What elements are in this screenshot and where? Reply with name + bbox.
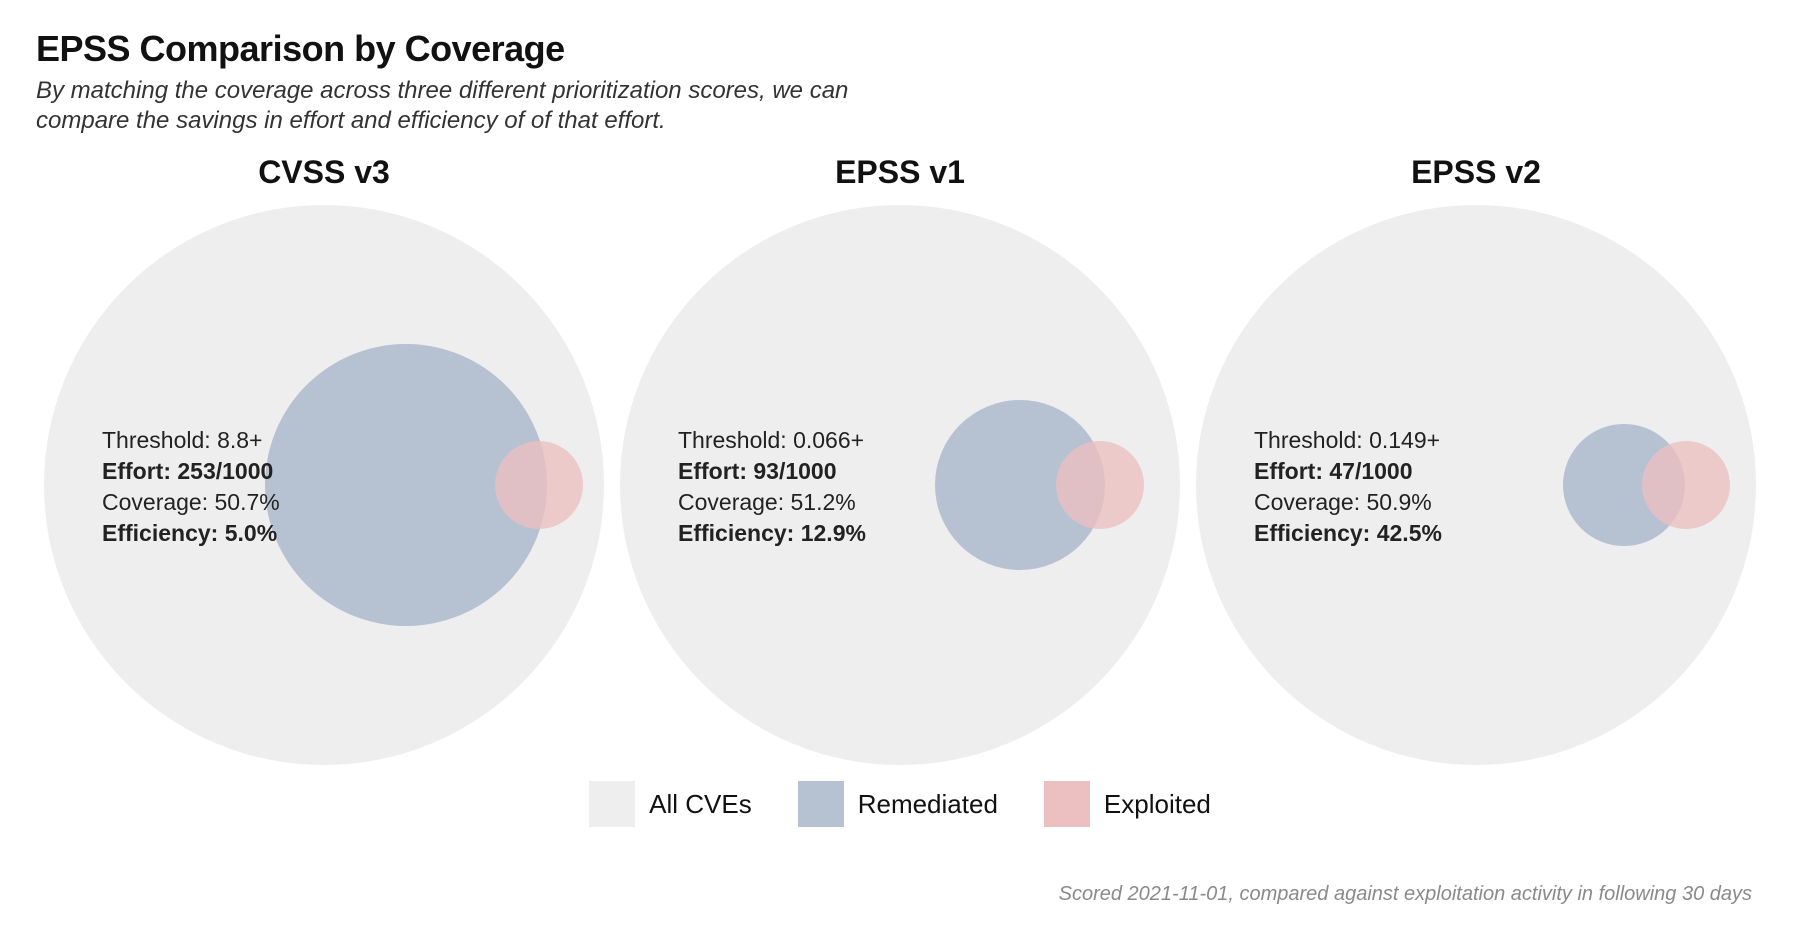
stat-label: Effort: <box>102 458 171 484</box>
stat-label: Coverage: <box>678 489 784 515</box>
legend-remediated-label: Remediated <box>858 789 998 820</box>
page-title: EPSS Comparison by Coverage <box>36 28 1764 70</box>
circle-exploited-icon <box>1642 441 1730 529</box>
stat-value: 50.9% <box>1367 489 1432 515</box>
legend-item-remediated: Remediated <box>798 781 998 827</box>
stat-label: Efficiency: <box>678 520 794 546</box>
stat-value: 50.7% <box>215 489 280 515</box>
stat-value: 42.5% <box>1377 520 1442 546</box>
stats-block: Threshold: 0.066+ Effort: 93/1000 Coverage… <box>678 425 866 549</box>
venn-chart: Threshold: 8.8+ Effort: 253/1000 Coverage:… <box>36 197 612 773</box>
venn-chart: Threshold: 0.066+ Effort: 93/1000 Coverage… <box>612 197 1188 773</box>
stat-value: 253/1000 <box>177 458 273 484</box>
stat-value: 0.149+ <box>1369 427 1440 453</box>
stat-value: 5.0% <box>225 520 277 546</box>
swatch-all-icon <box>589 781 635 827</box>
stats-block: Threshold: 0.149+ Effort: 47/1000 Coverage… <box>1254 425 1442 549</box>
stat-label: Threshold: <box>1254 427 1363 453</box>
stat-value: 51.2% <box>791 489 856 515</box>
panels-row: CVSS v3 Threshold: 8.8+ Effort: 253/1000 Co… <box>36 154 1764 773</box>
panel: CVSS v3 Threshold: 8.8+ Effort: 253/1000 Co… <box>36 154 612 773</box>
stat-value: 0.066+ <box>793 427 864 453</box>
legend: All CVEs Remediated Exploited <box>36 781 1764 827</box>
panel-title: EPSS v1 <box>835 154 965 191</box>
circle-exploited-icon <box>495 441 583 529</box>
panel-title: CVSS v3 <box>258 154 390 191</box>
legend-item-exploited: Exploited <box>1044 781 1211 827</box>
stat-label: Threshold: <box>678 427 787 453</box>
swatch-remediated-icon <box>798 781 844 827</box>
stat-label: Coverage: <box>102 489 208 515</box>
stat-label: Effort: <box>678 458 747 484</box>
stat-value: 93/1000 <box>753 458 836 484</box>
footnote: Scored 2021-11-01, compared against expl… <box>1059 883 1752 906</box>
panel: EPSS v2 Threshold: 0.149+ Effort: 47/1000 C… <box>1188 154 1764 773</box>
stat-label: Efficiency: <box>102 520 218 546</box>
stat-value: 12.9% <box>801 520 866 546</box>
panel: EPSS v1 Threshold: 0.066+ Effort: 93/1000 C… <box>612 154 1188 773</box>
panel-title: EPSS v2 <box>1411 154 1541 191</box>
venn-chart: Threshold: 0.149+ Effort: 47/1000 Coverage… <box>1188 197 1764 773</box>
stat-label: Efficiency: <box>1254 520 1370 546</box>
legend-exploited-label: Exploited <box>1104 789 1211 820</box>
comparison-chart: EPSS Comparison by Coverage By matching … <box>0 0 1800 926</box>
stats-block: Threshold: 8.8+ Effort: 253/1000 Coverage:… <box>102 425 280 549</box>
circle-exploited-icon <box>1056 441 1144 529</box>
stat-value: 8.8+ <box>217 427 262 453</box>
stat-label: Threshold: <box>102 427 211 453</box>
legend-item-all: All CVEs <box>589 781 752 827</box>
stat-label: Effort: <box>1254 458 1323 484</box>
swatch-exploited-icon <box>1044 781 1090 827</box>
stat-label: Coverage: <box>1254 489 1360 515</box>
page-subtitle: By matching the coverage across three di… <box>36 76 936 136</box>
legend-all-label: All CVEs <box>649 789 752 820</box>
stat-value: 47/1000 <box>1329 458 1412 484</box>
